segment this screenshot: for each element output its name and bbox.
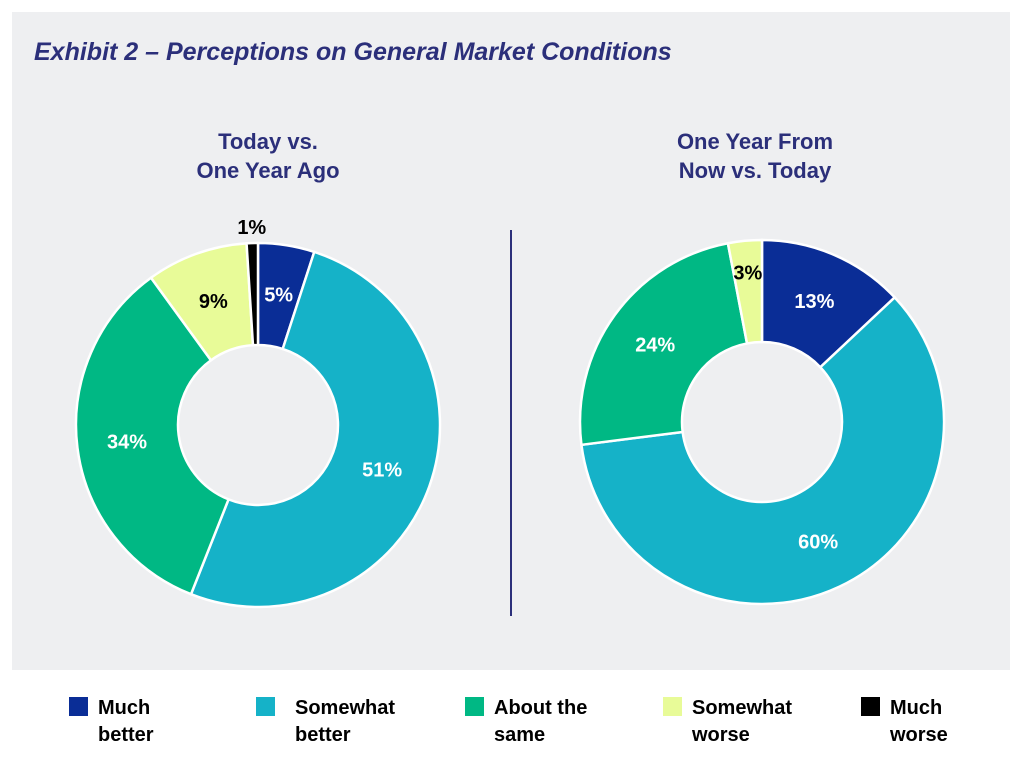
legend-swatch [465,697,484,716]
data-label: 24% [635,334,675,356]
donut-slice [580,295,946,606]
chart1-title: Today vs. One Year Ago [196,129,340,183]
legend-label: Much better [98,697,154,746]
donut-slice [726,238,764,345]
legend-swatch [69,697,88,716]
legend-swatch [663,697,682,716]
exhibit-title: Exhibit 2 – Perceptions on General Marke… [34,38,672,66]
legend-item-somewhat-better: Somewhat better [256,695,415,749]
legend-swatch [861,697,880,716]
legend-label: Somewhat worse [692,697,793,746]
legend-label: Somewhat better [295,697,396,746]
legend-label: Much worse [890,697,948,746]
legend-item-about-same: About the same [465,695,614,749]
legend-swatch [256,697,275,716]
donut-slice [760,238,897,370]
donut-slice [578,241,749,447]
chart2-title: One Year From Now vs. Today [676,129,834,183]
data-label: 9% [199,291,228,313]
donut-slice [189,250,442,609]
data-label: 51% [362,460,402,482]
data-label: 3% [733,263,762,285]
data-label: 34% [107,432,147,454]
data-label: 13% [794,291,834,313]
donut-slice [245,241,260,347]
donut-slice [74,276,231,596]
legend-item-somewhat-worse: Somewhat worse [663,695,812,749]
data-label: 5% [264,285,293,307]
legend-item-much-worse: Much worse [861,695,1010,749]
legend-item-much-better: Much better [69,695,218,749]
divider [510,230,512,616]
data-label: 60% [798,531,838,553]
data-label: 1% [237,217,266,239]
legend-label: About the same [494,697,588,746]
